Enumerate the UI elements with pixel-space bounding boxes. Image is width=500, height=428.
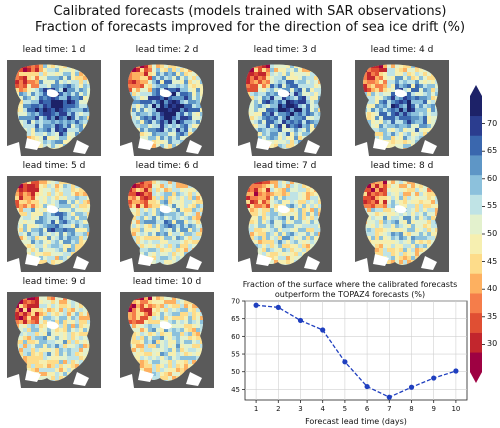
sea-ice-map-panel	[355, 60, 449, 156]
data-point	[386, 394, 392, 400]
x-tick-label: 2	[276, 405, 280, 413]
map-label: lead time: 4 d	[370, 45, 434, 55]
map-label: lead time: 2 d	[135, 45, 199, 55]
map-label: lead time: 10 d	[132, 277, 202, 287]
x-tick-label: 1	[254, 405, 258, 413]
x-tick-label: 4	[320, 405, 325, 413]
sea-ice-map-panel	[7, 176, 101, 272]
map-label: lead time: 8 d	[370, 161, 434, 171]
data-point	[275, 304, 281, 310]
colorbar-tick-label: 65	[487, 146, 498, 156]
line-chart-title-line2: outperform the TOPAZ4 forecasts (%)	[274, 290, 426, 299]
x-tick-label: 5	[343, 405, 347, 413]
colorbar-tick-label: 30	[487, 339, 498, 349]
sea-ice-map-panel	[120, 60, 214, 156]
map-label: lead time: 9 d	[22, 277, 86, 287]
data-point	[431, 375, 437, 381]
sea-ice-map-panel	[238, 60, 332, 156]
data-point	[364, 383, 370, 390]
sea-ice-map-panel	[120, 292, 214, 388]
colorbar-tick-label: 70	[487, 118, 498, 128]
map-label: lead time: 1 d	[22, 45, 86, 55]
x-tick-label: 8	[409, 405, 413, 413]
data-point	[453, 368, 459, 374]
y-tick-label: 60	[231, 333, 240, 341]
data-point	[408, 384, 415, 390]
sea-ice-map-panel	[7, 292, 101, 388]
y-tick-label: 50	[231, 368, 240, 376]
colorbar-tick-label: 60	[487, 173, 498, 183]
data-point	[253, 302, 259, 308]
data-point	[320, 327, 326, 333]
figure-title-line1: Calibrated forecasts (models trained wit…	[53, 4, 447, 19]
colorbar-tick-label: 35	[487, 311, 498, 321]
map-label: lead time: 6 d	[135, 161, 199, 171]
figure-title-line2: Fraction of forecasts improved for the d…	[34, 20, 466, 35]
data-point	[342, 359, 348, 365]
x-tick-label: 6	[365, 405, 370, 413]
y-tick-label: 65	[231, 315, 240, 323]
y-tick-label: 55	[231, 351, 240, 359]
sea-ice-map-panel	[7, 60, 101, 156]
y-tick-label: 45	[231, 386, 240, 394]
data-point	[297, 317, 304, 324]
x-tick-label: 10	[451, 405, 460, 413]
colorbar-tick-label: 50	[487, 229, 498, 238]
line-chart-axes	[244, 300, 468, 401]
colorbar-tick-label: 55	[487, 201, 498, 211]
map-label: lead time: 3 d	[253, 45, 317, 55]
x-axis-label: Forecast lead time (days)	[305, 417, 407, 426]
sea-ice-map-panel	[120, 176, 214, 272]
line-chart-title-line1: Fraction of the surface where the calibr…	[242, 280, 458, 289]
x-tick-label: 3	[298, 405, 302, 413]
y-tick-label: 70	[231, 298, 240, 306]
series-line	[256, 304, 457, 398]
x-tick-label: 9	[431, 405, 435, 413]
colorbar-tick-label: 45	[487, 256, 498, 266]
colorbar-tick-label: 40	[487, 284, 498, 294]
map-label: lead time: 7 d	[253, 161, 317, 171]
x-tick-label: 7	[387, 405, 391, 413]
sea-ice-map-panel	[355, 176, 449, 272]
sea-ice-map-panel	[238, 176, 332, 272]
map-label: lead time: 5 d	[22, 161, 86, 171]
